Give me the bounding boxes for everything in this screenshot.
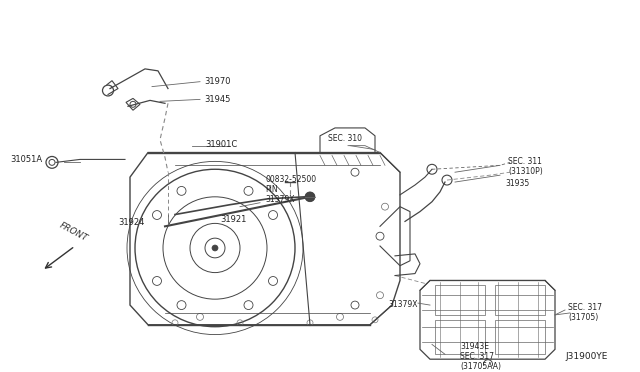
Text: (31705): (31705) [568,313,598,322]
Text: J31900YE: J31900YE [565,352,607,361]
Text: SEC. 317: SEC. 317 [568,303,602,312]
Text: 31945: 31945 [204,96,230,105]
Text: 31379X: 31379X [265,195,294,204]
Text: PIN: PIN [265,185,278,194]
Text: 31379X: 31379X [388,300,417,309]
Circle shape [212,245,218,251]
Text: (31705AA): (31705AA) [460,362,501,371]
Text: 31921: 31921 [220,215,246,224]
Text: SEC. 310: SEC. 310 [328,134,362,143]
Text: SEC. 311: SEC. 311 [508,157,542,166]
Text: 31924: 31924 [118,218,145,227]
Text: 31943E: 31943E [460,343,489,352]
Text: 00832-52500: 00832-52500 [265,175,316,184]
Text: (31310P): (31310P) [508,167,543,176]
Circle shape [305,192,314,201]
Text: 31935: 31935 [505,179,529,188]
Text: 31970: 31970 [204,77,230,86]
Text: 31901C: 31901C [205,140,237,149]
Text: FRONT: FRONT [58,221,89,243]
Text: SEC. 317: SEC. 317 [460,352,494,361]
Text: 31051A: 31051A [10,155,42,164]
Circle shape [305,192,315,202]
